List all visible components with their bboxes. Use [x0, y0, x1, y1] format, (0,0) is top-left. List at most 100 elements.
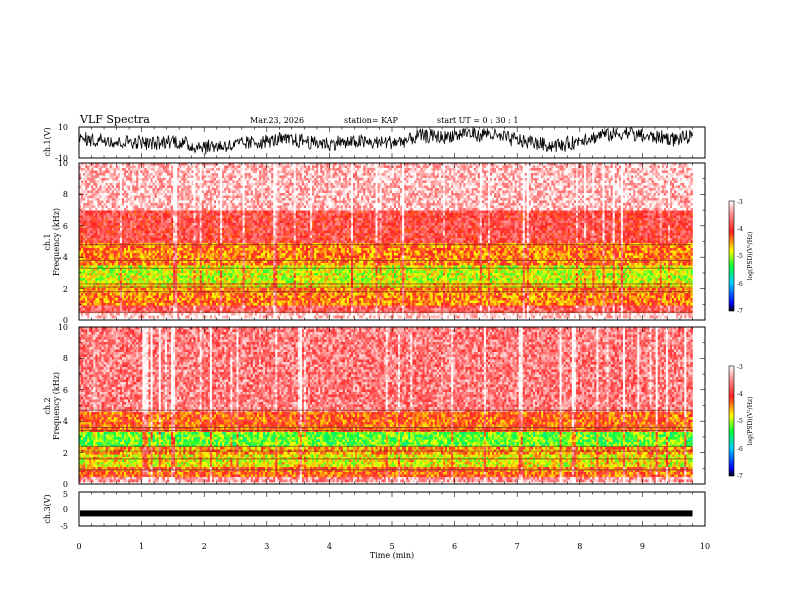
spectrogram-cell: [281, 168, 283, 171]
spectrogram-cell: [427, 168, 429, 171]
spectrogram-cell: [138, 171, 140, 174]
spectrogram-cell: [451, 168, 453, 171]
spectrogram-cell: [564, 166, 566, 169]
spectrogram-cell: [517, 168, 519, 171]
spectrogram-cell: [134, 166, 136, 169]
spectrogram-cell: [286, 168, 288, 171]
spectrogram-cell: [89, 171, 91, 174]
spectrogram-cell: [247, 168, 249, 171]
spectrogram-cell: [408, 166, 410, 169]
spectrogram-cell: [650, 166, 652, 169]
spectrogram-cell: [120, 171, 122, 174]
spectrogram-cell: [118, 171, 120, 174]
spectrogram-cell: [447, 168, 449, 171]
spectrogram-cell: [555, 166, 557, 169]
spectrogram-cell: [431, 166, 433, 169]
spectrogram-cell: [490, 166, 492, 169]
spectrogram-cell: [529, 166, 531, 169]
spectrogram-cell: [531, 168, 533, 171]
spectrogram-cell: [97, 171, 99, 174]
spectrogram-cell: [645, 168, 647, 171]
spectrogram-cell: [151, 171, 153, 174]
spectrogram-cell: [185, 166, 187, 169]
spectrogram-cell: [510, 168, 512, 171]
spectrogram-cell: [269, 166, 271, 169]
spectrogram-cell: [592, 166, 594, 169]
spectrogram-cell: [208, 168, 210, 171]
spectrogram-cell: [523, 166, 525, 169]
spectrogram-cell: [625, 166, 627, 169]
figure-title: VLF Spectra: [79, 113, 150, 126]
spectrogram-cell: [562, 166, 564, 169]
spectrogram-cell: [668, 168, 670, 171]
spectrogram-cell: [603, 168, 605, 171]
spectrogram-cell: [351, 166, 353, 169]
spectrogram-cell: [406, 168, 408, 171]
spectrogram-cell: [609, 166, 611, 169]
spectrogram-cell: [218, 166, 220, 169]
spectrogram-cell: [99, 171, 101, 174]
spectrogram-cell: [513, 168, 515, 171]
spectrogram-cell: [639, 168, 641, 171]
spectrogram-cell: [159, 166, 161, 169]
spectrogram-cell: [149, 171, 151, 174]
spectrogram-cell: [472, 166, 474, 169]
spectrogram-cell: [251, 166, 253, 169]
spectrogram-cell: [367, 168, 369, 171]
spectrogram-cell: [144, 166, 146, 169]
spectrogram-cell: [652, 166, 654, 169]
spectrogram-cell: [631, 166, 633, 169]
spectrogram-cell: [198, 166, 200, 169]
spectrogram-cell: [224, 168, 226, 171]
spectrogram-cell: [204, 168, 206, 171]
spectrogram-cell: [81, 168, 83, 171]
spectrogram-cell: [574, 168, 576, 171]
spectrogram-cell: [337, 168, 339, 171]
spectrogram-cell: [200, 166, 202, 169]
spectrogram-cell: [218, 168, 220, 171]
spectrogram-cell: [220, 166, 222, 169]
spectrogram-cell: [492, 168, 494, 171]
spectrogram-cell: [376, 168, 378, 171]
spectrogram-cell: [562, 168, 564, 171]
spectrogram-cell: [549, 166, 551, 169]
spectrogram-cell: [594, 166, 596, 169]
spectrogram-cell: [580, 166, 582, 169]
spectrogram-cell: [126, 171, 128, 174]
date-label: Mar.23, 2026: [250, 116, 304, 125]
spectrogram-cell: [611, 166, 613, 169]
spectrogram-cell: [273, 166, 275, 169]
spectrogram-cell: [545, 168, 547, 171]
spectrogram-cell: [421, 168, 423, 171]
spectrogram-cell: [603, 166, 605, 169]
spectrogram-cell: [398, 166, 400, 169]
spectrogram-cell: [690, 168, 692, 171]
spectrogram-cell: [275, 166, 277, 169]
spectrogram-cell: [443, 168, 445, 171]
spectrogram-cell: [627, 168, 629, 171]
spectrogram-cell: [621, 168, 623, 171]
spectrogram-cell: [239, 168, 241, 171]
spectrogram-cell: [560, 168, 562, 171]
spectrogram-cell: [314, 168, 316, 171]
spectrogram-cell: [212, 166, 214, 169]
spectrogram-cell: [93, 166, 95, 169]
spectrogram-cell: [670, 166, 672, 169]
spectrogram-cell: [508, 166, 510, 169]
spectrogram-cell: [110, 171, 112, 174]
spectrogram-cell: [551, 166, 553, 169]
spectrogram-cell: [594, 168, 596, 171]
spectrogram-cell: [506, 168, 508, 171]
spectrogram-cell: [304, 168, 306, 171]
spectrogram-cell: [241, 166, 243, 169]
spectrogram-cell: [210, 168, 212, 171]
spectrogram-cell: [169, 166, 171, 169]
spectrogram-cell: [136, 166, 138, 169]
spectrogram-cell: [451, 166, 453, 169]
spectrogram-cell: [431, 168, 433, 171]
spectrogram-cell: [558, 168, 560, 171]
spectrogram-cell: [676, 166, 678, 169]
spectrogram-cell: [641, 168, 643, 171]
spectrogram-cell: [214, 168, 216, 171]
spectrogram-cell: [414, 168, 416, 171]
